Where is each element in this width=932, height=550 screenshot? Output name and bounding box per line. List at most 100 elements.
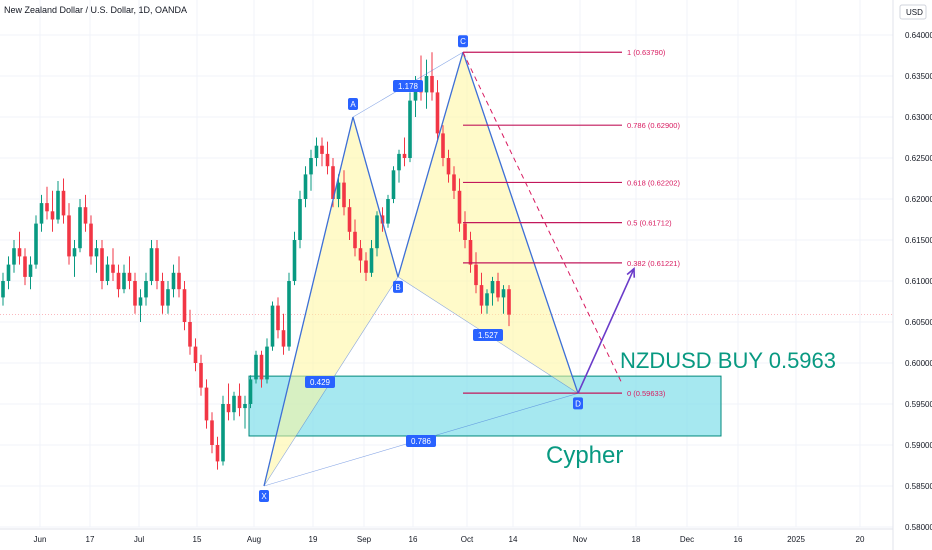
x-tick-label: 18 <box>632 535 641 544</box>
fib-level-label: 0.786 (0.62900) <box>627 121 680 130</box>
x-tick-label: Sep <box>357 535 372 544</box>
y-tick-label: 0.59000 <box>905 441 932 450</box>
candle-body <box>17 248 22 257</box>
pattern-leg <box>352 116 399 278</box>
pattern-point-label: D <box>575 399 581 408</box>
candle-body <box>122 272 126 290</box>
candle-body <box>221 404 225 462</box>
candle-body <box>1 281 5 298</box>
candle-body <box>177 272 181 290</box>
x-tick-label: Nov <box>573 535 587 544</box>
candle-body <box>12 248 16 265</box>
candle-body <box>111 264 115 273</box>
x-tick-label: 20 <box>856 535 865 544</box>
candle-body <box>336 182 341 199</box>
candle-body <box>276 305 280 331</box>
grid <box>0 0 893 528</box>
candle-body <box>237 395 242 409</box>
fib-level-label: 0.382 (0.61221) <box>627 259 680 268</box>
currency-box[interactable] <box>899 4 927 20</box>
candle-body <box>468 240 473 265</box>
pattern-name-label: Cypher <box>546 442 623 469</box>
candle-body <box>259 354 264 380</box>
candle-body <box>243 404 247 409</box>
pattern-point-badge <box>348 98 358 110</box>
candle-body <box>474 264 478 286</box>
candle-body <box>204 387 209 421</box>
x-tick-label: Dec <box>680 535 694 544</box>
candle-body <box>424 76 429 93</box>
candle-body <box>215 445 220 462</box>
pattern-point-badge <box>393 280 403 293</box>
y-tick-label: 0.60500 <box>905 318 932 327</box>
fib-level-label: 0.618 (0.62202) <box>627 178 680 187</box>
candle-body <box>265 346 269 380</box>
candle-body <box>369 248 374 273</box>
candle-body <box>496 281 500 298</box>
candle-body <box>61 190 66 216</box>
candle-body <box>133 281 137 306</box>
candle-body <box>210 420 214 445</box>
y-tick-label: 0.62000 <box>905 195 932 204</box>
x-tick-label: Jul <box>134 535 144 544</box>
candle-body <box>193 346 198 363</box>
ratio-badge <box>406 435 436 447</box>
candle-body <box>435 92 440 134</box>
projection-arrow-head <box>626 267 636 278</box>
candle-body <box>67 215 71 257</box>
x-tick-label: Oct <box>461 535 474 544</box>
candle-body <box>292 240 297 281</box>
fib-level-label: 0.5 (0.61712) <box>627 219 672 228</box>
fib-level-label: 1 (0.63790) <box>627 48 666 57</box>
candle-body <box>479 285 484 306</box>
candle-body <box>138 297 143 306</box>
ratio-badge <box>305 376 335 388</box>
candle-body <box>226 404 231 413</box>
y-tick-label: 0.62500 <box>905 154 932 163</box>
candle-body <box>105 264 110 281</box>
candle-body <box>45 203 49 212</box>
pattern-point-badge <box>259 490 269 502</box>
candles-layer <box>1 52 511 470</box>
x-tick-label: 14 <box>509 535 518 544</box>
candle-body <box>281 330 286 347</box>
candle-body <box>89 223 93 257</box>
projection-arrow-line <box>577 268 635 394</box>
candle-body <box>303 174 308 199</box>
y-tick-label: 0.61000 <box>905 277 932 286</box>
x-tick-label: 19 <box>309 535 318 544</box>
candle-body <box>160 281 165 306</box>
ratio-label: 1.527 <box>478 331 499 340</box>
x-tick-label: Aug <box>247 535 261 544</box>
candle-body <box>397 153 401 171</box>
candle-body <box>166 289 170 306</box>
candle-body <box>314 145 319 158</box>
fib-trend-dashed <box>462 52 623 384</box>
candle-body <box>309 158 313 175</box>
candle-body <box>463 223 467 240</box>
ratio-label: 1.178 <box>398 82 419 91</box>
pattern-point-label: A <box>350 100 356 109</box>
candle-body <box>39 203 44 224</box>
y-tick-label: 0.63500 <box>905 72 932 81</box>
y-tick-label: 0.59500 <box>905 400 932 409</box>
candle-body <box>127 272 132 281</box>
candle-body <box>199 363 203 388</box>
buy-signal-label: NZDUSD BUY 0.5963 <box>620 348 836 373</box>
pattern-point-label: X <box>261 492 267 501</box>
candle-body <box>232 395 236 413</box>
candle-body <box>391 170 396 199</box>
candle-body <box>270 305 275 347</box>
pattern-point-label: C <box>460 37 466 46</box>
candle-body <box>364 260 368 273</box>
y-tick-label: 0.58500 <box>905 482 932 491</box>
candle-body <box>457 190 462 224</box>
candle-body <box>331 166 335 199</box>
ratio-badge <box>473 329 503 341</box>
pattern-leg <box>397 52 464 278</box>
candle-body <box>116 272 121 290</box>
candle-body <box>408 100 412 158</box>
candle-body <box>375 215 379 249</box>
candle-body <box>171 272 176 290</box>
